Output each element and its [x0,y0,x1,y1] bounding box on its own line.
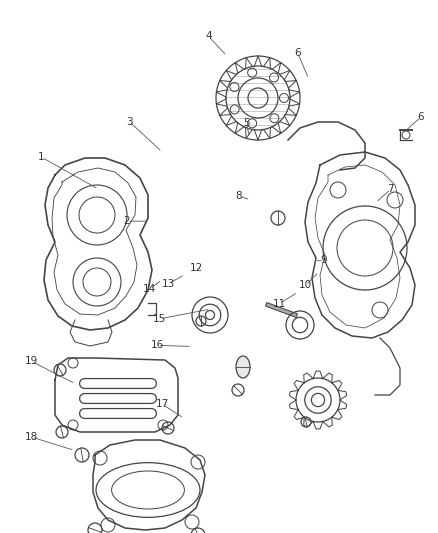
Text: 11: 11 [273,299,286,309]
Text: 18: 18 [25,432,38,442]
Text: 10: 10 [299,280,312,290]
Text: 14: 14 [143,284,156,294]
Text: 12: 12 [190,263,203,272]
Text: 7: 7 [387,184,394,194]
Text: 17: 17 [155,399,169,409]
Text: 1: 1 [38,152,45,162]
Text: 6: 6 [417,112,424,122]
Text: 4: 4 [205,31,212,41]
Text: 16: 16 [151,341,164,350]
Text: 5: 5 [243,118,250,127]
Text: 9: 9 [321,255,328,265]
Text: 13: 13 [162,279,175,288]
Text: 19: 19 [25,357,38,366]
Text: 3: 3 [126,117,133,126]
Ellipse shape [236,356,250,378]
Text: 6: 6 [294,49,301,58]
Text: 15: 15 [153,314,166,324]
Text: 8: 8 [235,191,242,201]
Text: 2: 2 [124,216,131,226]
